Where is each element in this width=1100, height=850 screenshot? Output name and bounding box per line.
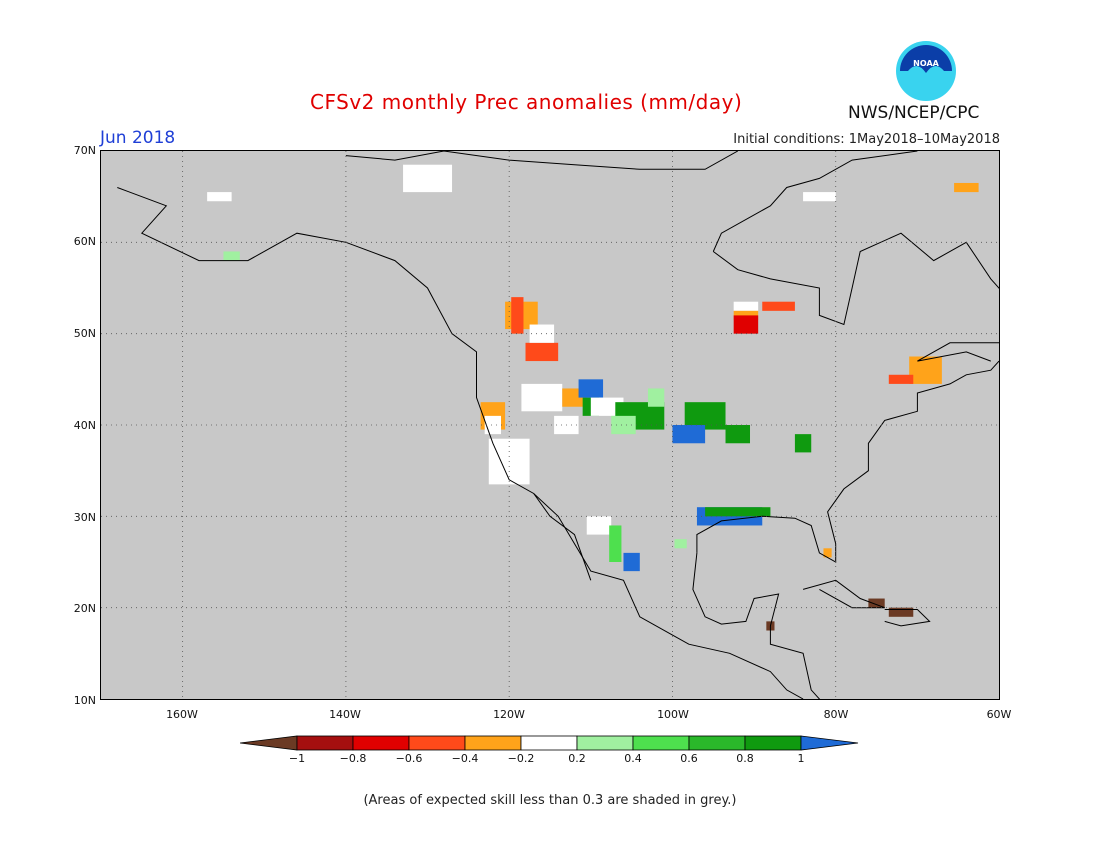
lat-label-50: 50N [73, 327, 96, 340]
colorbar [240, 735, 859, 751]
lat-label-40: 40N [73, 419, 96, 432]
anomaly-patch [803, 192, 836, 202]
colorbar-label: −1 [288, 752, 306, 765]
coastline [884, 609, 931, 627]
colorbar-segment [688, 735, 746, 751]
colorbar-label: 0.6 [680, 752, 698, 765]
colorbar-label: −0.4 [451, 752, 479, 765]
anomaly-patch [725, 425, 751, 444]
lon-label-160w: 160W [166, 708, 198, 721]
anomaly-patch [909, 356, 942, 384]
coastline [713, 232, 1033, 362]
anomaly-patch [888, 607, 914, 617]
lat-label-20: 20N [73, 602, 96, 615]
anomaly-patch [954, 182, 979, 193]
colorbar-segment [744, 735, 802, 751]
anomaly-patch [705, 507, 771, 517]
map-canvas [101, 150, 1033, 709]
anomaly-patch [674, 539, 687, 549]
colorbar-label: 0.4 [624, 752, 642, 765]
anomaly-patch [623, 552, 640, 572]
colorbar-segment [632, 735, 690, 751]
colorbar-label: −0.8 [339, 752, 367, 765]
anomaly-patch [586, 516, 612, 535]
anomaly-patch [888, 374, 914, 384]
anomaly-patch [823, 548, 832, 558]
anomaly-patch [647, 388, 665, 407]
lat-label-70: 70N [73, 144, 96, 157]
anomaly-patch [794, 434, 812, 453]
coastline [345, 150, 739, 170]
lon-label-120w: 120W [493, 708, 525, 721]
anomaly-patch [609, 525, 622, 562]
anomaly-patch [762, 301, 795, 311]
colorbar-label: −0.2 [507, 752, 535, 765]
agency-label: NWS/NCEP/CPC [848, 103, 980, 123]
svg-text:NOAA: NOAA [913, 59, 939, 68]
colorbar-label: 1 [797, 752, 805, 765]
anomaly-patch [521, 383, 563, 412]
coastline [692, 552, 828, 709]
lon-label-140w: 140W [329, 708, 361, 721]
map-title: CFSv2 monthly Prec anomalies (mm/day) [310, 90, 743, 114]
forecast-month: Jun 2018 [100, 128, 176, 148]
lat-label-30: 30N [73, 511, 96, 524]
coastline [117, 187, 804, 700]
anomaly-patch [525, 342, 559, 362]
map-panel [100, 150, 1033, 709]
anomaly-patch [611, 415, 636, 435]
colorbar-segment [408, 735, 466, 751]
anomaly-patch [672, 425, 706, 444]
lon-label-100w: 100W [657, 708, 689, 721]
anomaly-patch [733, 315, 759, 334]
lon-label-80w: 80W [823, 708, 849, 721]
colorbar-segment [800, 735, 859, 751]
anomaly-patch [733, 301, 759, 311]
colorbar-segment [464, 735, 522, 751]
coastline [533, 493, 592, 581]
colorbar-label: −0.6 [395, 752, 423, 765]
colorbar-segment [576, 735, 634, 751]
colorbar-label: 0.8 [736, 752, 754, 765]
colorbar-segment [240, 735, 298, 751]
anomaly-patch [484, 415, 502, 435]
colorbar-segment [296, 735, 354, 751]
anomaly-patch [223, 251, 240, 261]
anomaly-patch [207, 192, 232, 202]
colorbar-segment [520, 735, 578, 751]
anomaly-patch [511, 297, 524, 334]
noaa-logo: NOAA [896, 41, 956, 101]
skill-note: (Areas of expected skill less than 0.3 a… [363, 793, 737, 808]
lat-label-10: 10N [73, 694, 96, 707]
coastline [712, 150, 918, 252]
colorbar-label: 0.2 [568, 752, 586, 765]
lon-label-60w: 60W [986, 708, 1012, 721]
coastline [802, 579, 885, 609]
anomaly-patch [403, 164, 453, 193]
anomaly-patch [868, 598, 885, 608]
lat-label-60: 60N [73, 235, 96, 248]
anomaly-patch [578, 379, 604, 398]
initial-conditions: Initial conditions: 1May2018–10May2018 [733, 132, 1000, 147]
colorbar-segment [352, 735, 410, 751]
coastline [696, 360, 1000, 563]
